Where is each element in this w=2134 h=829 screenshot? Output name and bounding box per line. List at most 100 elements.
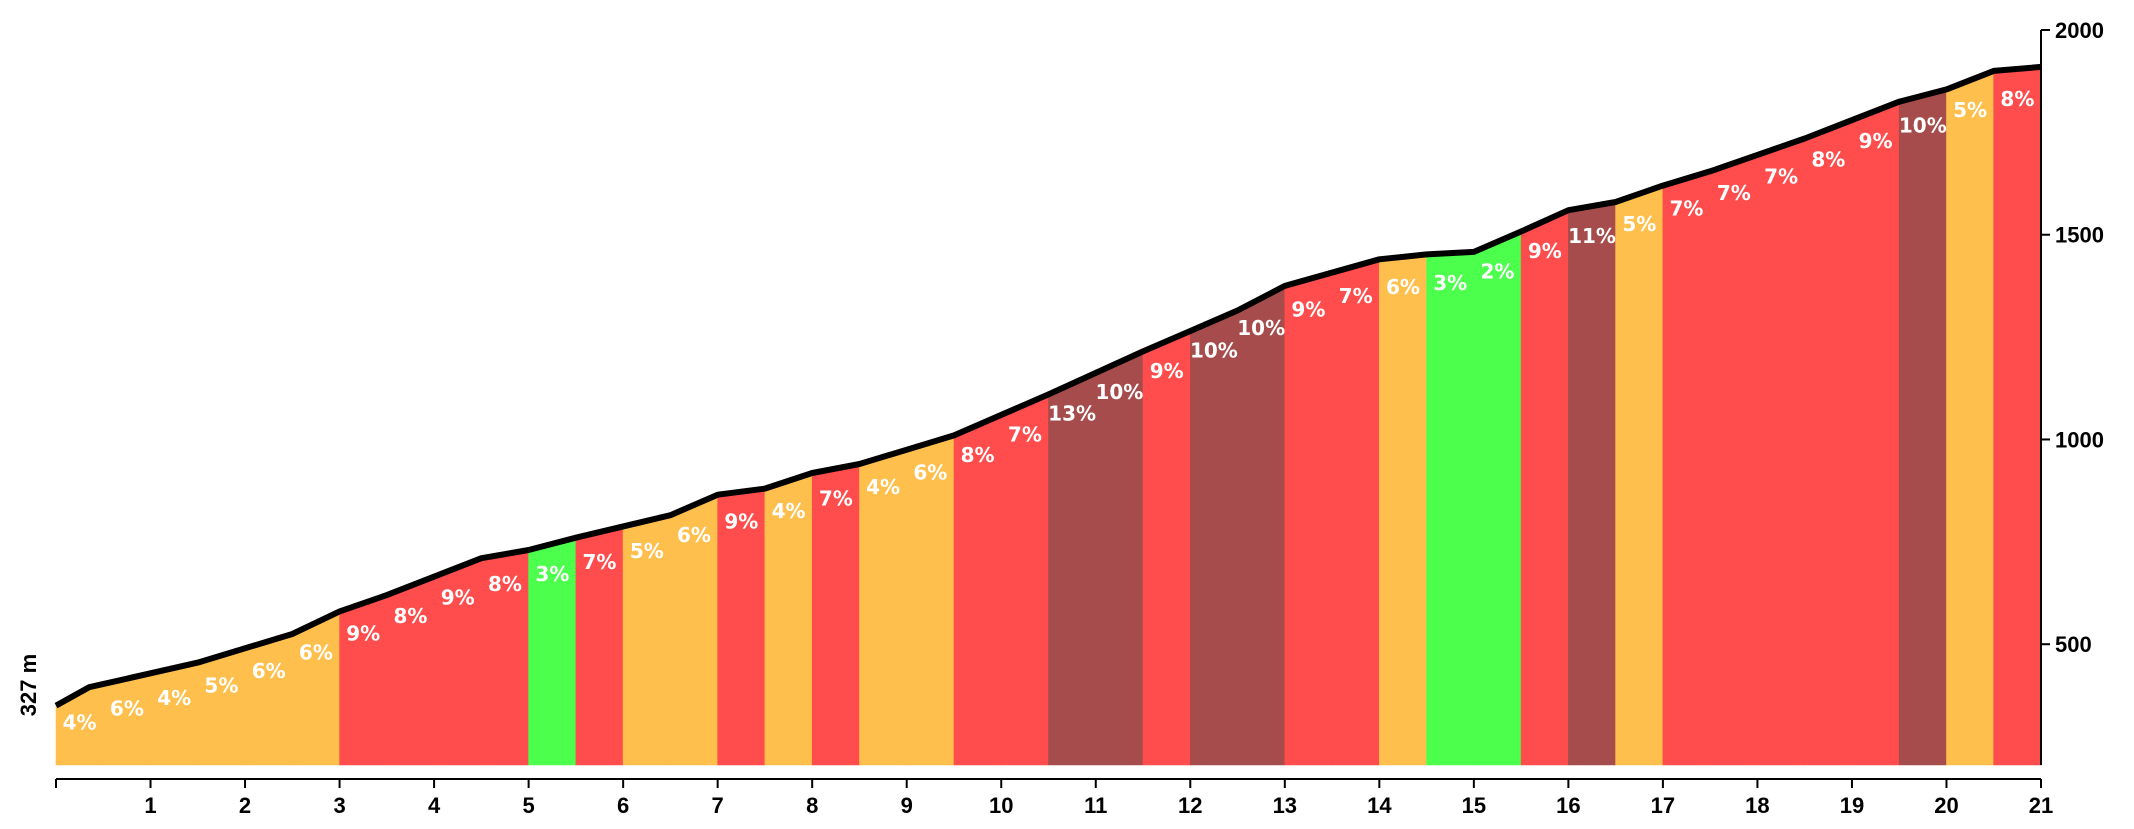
grade-segment-27 (1284, 272, 1333, 766)
grade-label-17: 7% (819, 487, 853, 511)
grade-segment-29 (1379, 254, 1427, 766)
x-tick-label-14: 14 (1367, 793, 1392, 818)
x-tick-label-6: 6 (617, 793, 629, 818)
x-tick-label-8: 8 (806, 793, 818, 818)
grade-label-24: 9% (1150, 359, 1184, 383)
grade-segment-4 (197, 647, 246, 766)
grade-label-39: 9% (1859, 129, 1893, 153)
x-tick-label-12: 12 (1178, 793, 1202, 818)
grade-label-29: 6% (1386, 275, 1420, 299)
x-tick-label-16: 16 (1556, 793, 1580, 818)
grade-segment-30 (1426, 251, 1475, 766)
grade-label-16: 4% (772, 499, 806, 523)
grade-segment-19 (906, 434, 955, 766)
grade-label-40: 10% (1899, 114, 1947, 138)
y-tick-label-1000: 1000 (2055, 427, 2104, 452)
x-tick-label-19: 19 (1840, 793, 1864, 818)
grade-label-11: 3% (535, 562, 569, 586)
x-tick-label-4: 4 (428, 793, 441, 818)
grade-segment-41 (1946, 70, 1994, 766)
grade-segment-38 (1804, 119, 1853, 766)
x-tick-label-11: 11 (1084, 793, 1107, 818)
grade-segment-34 (1615, 185, 1664, 766)
grade-label-15: 9% (724, 510, 758, 534)
grade-segment-39 (1851, 101, 1900, 766)
grade-labels: 4% 6% 4% 5% 6% 6% 9% 8% 9% 8% 3% 7% 5% 6% 9% 4% 7% 4% 6% 8%… (63, 87, 2035, 735)
grade-segment-35 (1662, 170, 1711, 766)
grade-label-25: 10% (1190, 339, 1238, 363)
grade-label-20: 8% (961, 443, 995, 467)
x-tick-label-9: 9 (901, 793, 913, 818)
grade-label-26: 10% (1237, 316, 1285, 340)
grade-segment-22 (1048, 372, 1097, 766)
grade-label-35: 7% (1670, 196, 1704, 220)
grade-segment-42 (1993, 66, 2042, 766)
grade-segment-40 (1898, 89, 1947, 766)
x-tick-label-18: 18 (1745, 793, 1769, 818)
grade-label-12: 7% (583, 550, 617, 574)
grade-label-8: 8% (394, 604, 428, 628)
grade-label-34: 5% (1622, 212, 1656, 236)
grade-label-4: 5% (204, 674, 238, 698)
x-tick-label-7: 7 (712, 793, 724, 818)
x-tick-label-10: 10 (989, 793, 1013, 818)
grade-label-7: 9% (346, 621, 380, 645)
grade-label-42: 8% (2000, 87, 2034, 111)
grade-label-21: 7% (1008, 423, 1042, 447)
x-tick-label-5: 5 (522, 793, 534, 818)
grade-segment-25 (1190, 310, 1238, 766)
grade-label-1: 4% (63, 711, 97, 735)
grade-label-14: 6% (677, 523, 711, 547)
grade-label-2: 6% (110, 697, 144, 721)
grade-label-13: 5% (630, 539, 664, 563)
grade-segment-6 (291, 610, 340, 766)
grade-label-38: 8% (1811, 147, 1845, 171)
grade-segment-36 (1709, 154, 1758, 766)
y-tick-label-2000: 2000 (2055, 18, 2104, 43)
x-tick-label-13: 13 (1273, 793, 1297, 818)
grade-label-22: 13% (1048, 402, 1096, 426)
grade-label-32: 9% (1528, 239, 1562, 263)
grade-label-36: 7% (1717, 181, 1751, 205)
x-tick-label-15: 15 (1462, 793, 1486, 818)
grade-segment-5 (244, 633, 293, 766)
grade-label-31: 2% (1481, 260, 1515, 284)
grade-segment-21 (1000, 393, 1049, 766)
grade-segment-20 (953, 414, 1002, 766)
grade-segment-3 (150, 662, 199, 766)
grade-segment-37 (1757, 138, 1805, 766)
grade-segment-33 (1568, 201, 1616, 766)
grade-label-27: 9% (1291, 297, 1325, 321)
elevation-profile-line (54, 63, 2042, 709)
grade-label-3: 4% (157, 686, 191, 710)
grade-label-23: 10% (1095, 380, 1143, 404)
grade-label-19: 6% (913, 461, 947, 485)
grade-segment-23 (1095, 350, 1144, 766)
start-altitude-label: 327 m (16, 654, 41, 716)
grade-label-18: 4% (866, 475, 900, 499)
grade-label-33: 11% (1568, 224, 1616, 248)
grade-label-37: 7% (1764, 165, 1798, 189)
grade-segments (55, 66, 2042, 766)
y-tick-label-500: 500 (2055, 632, 2092, 657)
grade-segment-26 (1237, 285, 1286, 766)
grade-label-10: 8% (488, 572, 522, 596)
grade-label-41: 5% (1953, 98, 1987, 122)
x-tick-label-20: 20 (1934, 793, 1958, 818)
grade-label-30: 3% (1433, 271, 1467, 295)
x-tick-label-17: 17 (1651, 793, 1675, 818)
grade-label-9: 9% (441, 585, 475, 609)
grade-segment-24 (1142, 330, 1191, 766)
y-axis: 500 1000 1500 2000 (2040, 18, 2104, 765)
grade-label-6: 6% (299, 641, 333, 665)
grade-segment-31 (1473, 231, 1522, 766)
grade-label-28: 7% (1339, 284, 1373, 308)
x-tick-label-2: 2 (239, 793, 251, 818)
grade-label-5: 6% (252, 659, 286, 683)
x-tick-label-3: 3 (333, 793, 345, 818)
grade-segment-32 (1520, 209, 1569, 766)
y-tick-label-1500: 1500 (2055, 223, 2104, 248)
x-tick-label-21: 21 (2029, 793, 2053, 818)
grade-segment-28 (1331, 258, 1380, 766)
